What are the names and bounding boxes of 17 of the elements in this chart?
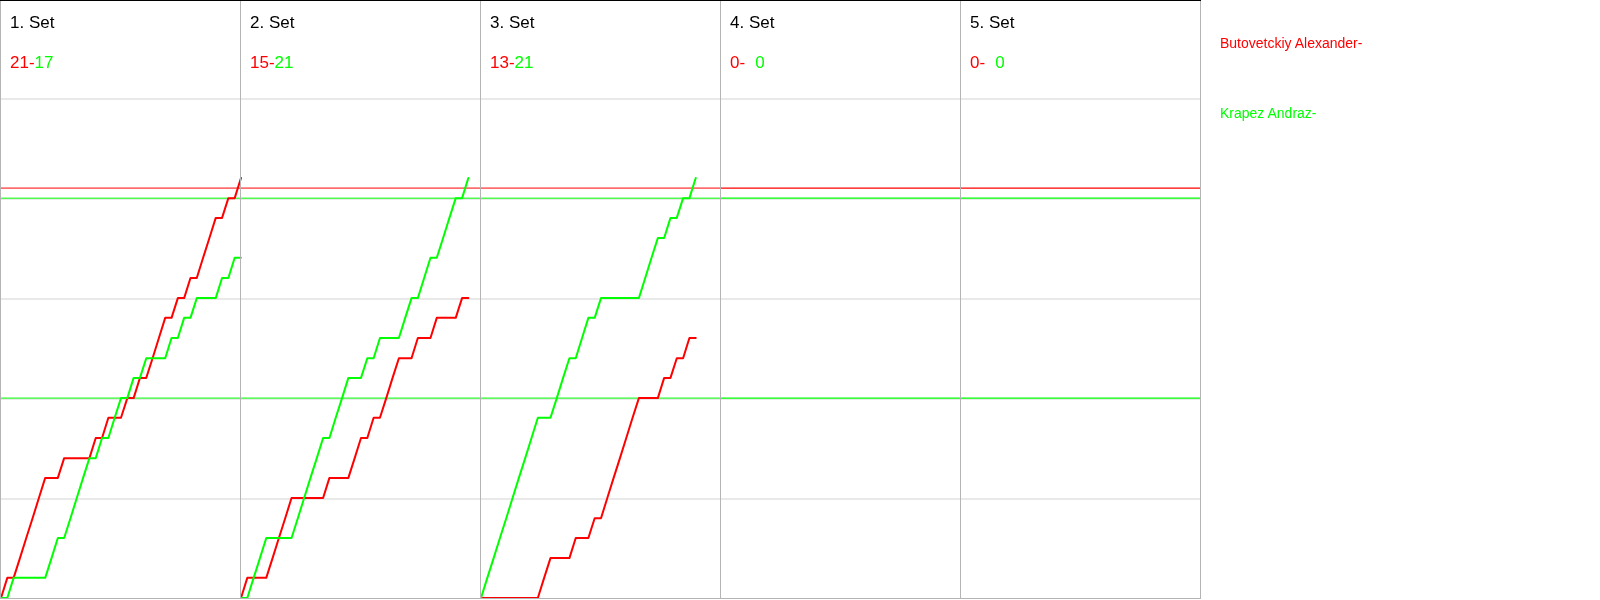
- text: 0-: [730, 53, 746, 72]
- text: 13-: [490, 53, 515, 72]
- text: 21-: [10, 53, 35, 72]
- text: 0: [995, 53, 1005, 72]
- text: 0-: [970, 53, 986, 72]
- text: 21: [274, 53, 294, 72]
- text: 0: [755, 53, 765, 72]
- text: 4. Set: [730, 13, 775, 32]
- text: 15-: [250, 53, 275, 72]
- text: Butovetckiy Alexander-: [1220, 35, 1363, 51]
- text: 5. Set: [970, 13, 1015, 32]
- chart-title: 2. Set: [250, 13, 295, 32]
- text: 17: [34, 53, 54, 72]
- text: Krapez Andraz-: [1220, 105, 1317, 121]
- chart-title: 1. Set: [10, 13, 55, 32]
- chart-title: 3. Set: [490, 13, 535, 32]
- text: 21: [514, 53, 534, 72]
